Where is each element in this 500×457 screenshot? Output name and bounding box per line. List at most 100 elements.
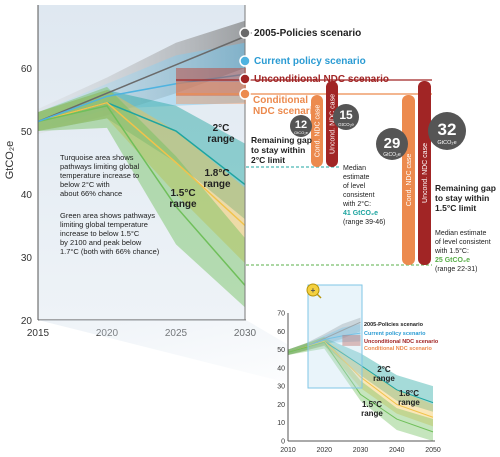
svg-text:Median: Median (343, 165, 366, 172)
svg-text:about 66% chance: about 66% chance (60, 189, 122, 198)
inset-highlight (307, 284, 363, 389)
svg-text:Green area shows pathways: Green area shows pathways (60, 211, 155, 220)
scenario-lines (37, 35, 246, 286)
gap-unit-29: GtCO₂e (383, 152, 401, 158)
policies-marker (239, 27, 251, 39)
series-line-1 (37, 73, 246, 123)
range-2c-label-1: 2°C (213, 123, 230, 134)
inset-x-tick-2050: 2050 (425, 447, 441, 454)
range-15-label-1: 1.5°C (170, 188, 195, 199)
range-18-label-2: range (203, 179, 231, 190)
cond-label-2: NDC scenario (253, 106, 319, 117)
inset-band-0 (288, 317, 361, 356)
cond-ndc-band (176, 82, 246, 104)
inset-ndc-box (342, 334, 361, 346)
inset-y-tick-40: 40 (277, 365, 285, 372)
range-2c-label-2: range (207, 134, 235, 145)
median-2c-text: Median estimate of level consistent with… (342, 165, 385, 226)
policies-label: 2005-Policies scenario (254, 28, 361, 39)
x-tick-2015: 2015 (27, 328, 50, 339)
inset-line-3 (287, 340, 434, 418)
svg-text:estimate: estimate (343, 174, 370, 181)
svg-text:(range 39-46): (range 39-46) (343, 219, 385, 226)
pathway-line-1 (37, 101, 246, 227)
inset-range-18-1: 1.8°C (399, 389, 419, 398)
pathway-band-0 (38, 90, 245, 220)
inset-x-tick-2010: 2010 (280, 447, 296, 454)
svg-text:by 2100 and peak below: by 2100 and peak below (60, 238, 142, 247)
gap-bar-uncond-2c (326, 81, 338, 167)
y-tick-labels: 20 30 40 50 60 (21, 64, 33, 327)
gap-value-15: 15 (339, 108, 353, 122)
range-15-label-2: range (169, 199, 197, 210)
svg-text:below 2°C with: below 2°C with (60, 180, 110, 189)
y-tick-20: 20 (21, 316, 33, 327)
svg-text:increase to below 1.5°C: increase to below 1.5°C (60, 229, 140, 238)
inset-band-4 (288, 336, 433, 441)
gap-unit-12: GtCO₂e (294, 130, 309, 135)
svg-text:Median estimate: Median estimate (435, 230, 486, 237)
gap-circle-29 (376, 128, 408, 160)
inset-y-tick-10: 10 (277, 420, 285, 427)
svg-text:temperature increase to: temperature increase to (60, 171, 139, 180)
svg-text:with 1.5°C:: with 1.5°C: (434, 247, 469, 255)
inset-range-15-1: 1.5°C (362, 400, 382, 409)
y-axis-label: GtCO₂e (4, 141, 16, 180)
inset-y-tick-50: 50 (277, 347, 285, 354)
svg-text:(range 22-31): (range 22-31) (435, 266, 477, 273)
svg-text:1.5°C limit: 1.5°C limit (435, 203, 476, 213)
inset-x-tick-2030: 2030 (353, 447, 369, 454)
series-line-0 (37, 35, 246, 123)
svg-text:with 2°C:: with 2°C: (342, 200, 371, 208)
svg-text:41 GtCO₂e: 41 GtCO₂e (343, 210, 378, 217)
gap-bar-uncond-15c (418, 81, 431, 265)
inset-policies-label: 2005-Policies scenario (364, 322, 424, 328)
range-18-label-1: 1.8°C (204, 168, 229, 179)
y-tick-60: 60 (21, 64, 33, 75)
cond-label-1: Conditional (253, 95, 308, 106)
svg-text:to stay within: to stay within (435, 193, 489, 203)
inset-range-2c-1: 2°C (377, 365, 391, 374)
inset-x-tick-2040: 2040 (389, 447, 405, 454)
inset-y-tick-70: 70 (277, 311, 285, 318)
gap-2c-text: Remaining gap to stay within 2°C limit (251, 135, 312, 165)
current-marker (239, 55, 251, 67)
inset-current-label: Current policy scenario (364, 331, 426, 337)
gap-bar-cond-2c (311, 95, 323, 167)
gap-value-12: 12 (295, 119, 307, 131)
current-label: Current policy scenario (254, 56, 366, 67)
gap-bar-uncond-2c-label: Uncond. NDC case (330, 94, 337, 154)
gap-value-32: 32 (438, 120, 457, 139)
svg-text:25 GtCO₂e: 25 GtCO₂e (435, 257, 470, 264)
uncond-marker (239, 73, 251, 85)
gap-circle-12 (290, 115, 312, 137)
gap-circle-32 (428, 112, 466, 150)
inset-cond-label: Conditional NDC scenario (364, 346, 432, 352)
gap-bar-cond-2c-label: Cond. NDC case (315, 105, 322, 158)
svg-text:pathways limiting global: pathways limiting global (60, 162, 140, 171)
zoom-connector (38, 320, 362, 388)
zoom-icon-plus: + (311, 286, 316, 295)
gap-bar-cond-15c-label: Cond. NDC case (406, 154, 413, 207)
pathway-band-2 (38, 86, 245, 308)
inset-range-18-2: range (398, 398, 420, 407)
y-tick-40: 40 (21, 190, 33, 201)
uncond-ndc-band (176, 68, 246, 96)
gap-unit-32: GtCO₂e (437, 140, 456, 146)
zoom-icon (306, 283, 320, 297)
gap-bar-uncond-15c-label: Uncond. NDC case (422, 143, 429, 203)
pathway-line-2 (37, 104, 246, 286)
svg-text:1.7°C (both with 66% chance): 1.7°C (both with 66% chance) (60, 247, 160, 256)
green-note: Green area shows pathways limiting globa… (60, 211, 160, 256)
svg-text:Remaining gap: Remaining gap (251, 135, 312, 145)
svg-text:of level consistent: of level consistent (435, 239, 491, 246)
svg-text:2°C limit: 2°C limit (251, 155, 285, 165)
turquoise-note: Turquoise area shows pathways limiting g… (60, 153, 140, 198)
svg-text:limiting global temperature: limiting global temperature (60, 220, 148, 229)
inset-range-15-2: range (361, 409, 383, 418)
svg-text:Turquoise area shows: Turquoise area shows (60, 153, 134, 162)
gap-value-29: 29 (384, 135, 401, 152)
band-1 (38, 42, 245, 131)
y-tick-30: 30 (21, 253, 33, 264)
inset-line-4 (287, 341, 434, 433)
